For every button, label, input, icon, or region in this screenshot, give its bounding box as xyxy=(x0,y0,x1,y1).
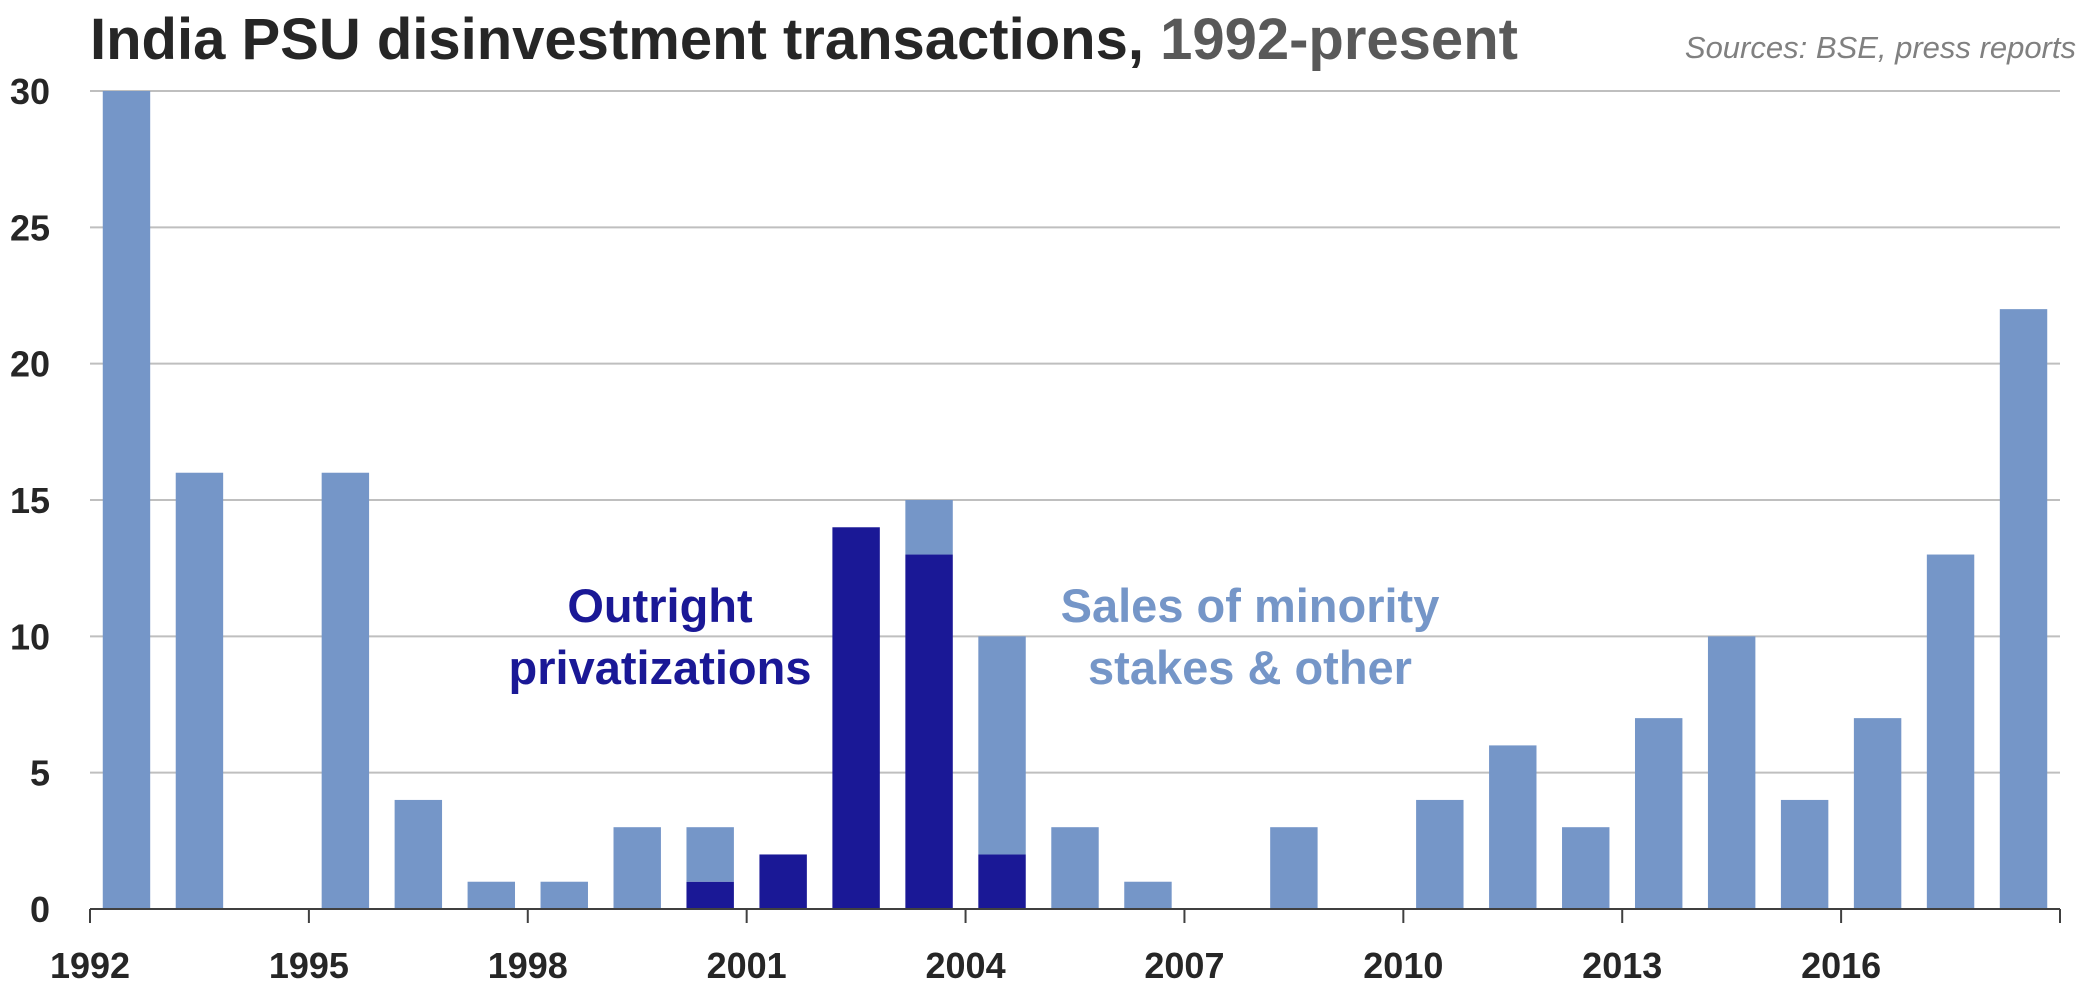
bar-minority-2017 xyxy=(1926,554,1975,909)
x-tick-label: 2010 xyxy=(1363,945,1443,986)
bar-minority-2004 xyxy=(978,636,1026,855)
y-tick-labels: 0 5 10 15 20 25 30 xyxy=(10,71,50,930)
bar-minority-2011 xyxy=(1489,745,1537,909)
y-tick-label: 15 xyxy=(10,480,50,521)
bar-minority-2016 xyxy=(1853,718,1902,909)
bars xyxy=(102,91,2048,910)
bar-minority-1996 xyxy=(394,799,443,909)
x-tick-label: 2013 xyxy=(1582,945,1662,986)
bar-minority-1997 xyxy=(467,881,516,909)
bar-minority-2005 xyxy=(1051,827,1099,909)
bar-minority-2006 xyxy=(1124,881,1172,909)
bar-minority-1993 xyxy=(175,472,224,909)
source-note: Sources: BSE, press reports xyxy=(1684,30,2076,65)
bar-privatization-2003 xyxy=(905,554,953,909)
annotation-privatizations: Outright privatizations xyxy=(480,575,840,699)
annotation-privatizations-line1: Outright xyxy=(567,579,753,632)
x-tick-label: 2001 xyxy=(707,945,787,986)
x-tick-label: 1998 xyxy=(488,945,568,986)
annotation-minority-line2: stakes & other xyxy=(1088,641,1412,694)
x-tick-label: 2016 xyxy=(1801,945,1881,986)
bar-privatization-2004 xyxy=(978,854,1026,909)
bar-minority-2012 xyxy=(1562,827,1610,909)
y-tick-label: 30 xyxy=(10,71,50,112)
bar-minority-2014 xyxy=(1707,636,1756,909)
y-tick-label: 5 xyxy=(30,753,50,794)
y-tick-label: 25 xyxy=(10,207,50,248)
chart-title-sub: 1992-present xyxy=(1160,7,1518,72)
bar-minority-2008 xyxy=(1270,827,1318,909)
x-tick-label: 2004 xyxy=(926,945,1006,986)
annotation-minority: Sales of minority stakes & other xyxy=(1030,575,1470,699)
bar-minority-1998 xyxy=(540,881,588,909)
bar-minority-2018 xyxy=(1999,309,2048,910)
annotation-minority-line1: Sales of minority xyxy=(1060,579,1440,632)
x-tick-label: 1995 xyxy=(269,945,349,986)
y-tick-label: 0 xyxy=(30,889,50,930)
x-tick-label: 2007 xyxy=(1144,945,1224,986)
bar-minority-2000 xyxy=(686,827,734,882)
bar-minority-2015 xyxy=(1780,799,1829,909)
bar-privatization-2002 xyxy=(832,527,880,909)
bar-minority-2003 xyxy=(905,500,953,555)
bar-minority-2013 xyxy=(1634,718,1683,909)
bar-minority-1995 xyxy=(321,472,370,909)
x-tick-labels: 1992 1995 1998 2001 2004 2007 2010 2013 2016 xyxy=(50,945,1881,986)
chart-title-main: India PSU disinvestment transactions, xyxy=(90,7,1144,72)
y-tick-label: 10 xyxy=(10,616,50,657)
annotation-privatizations-line2: privatizations xyxy=(508,641,812,694)
bar-minority-1992 xyxy=(102,91,151,909)
chart-title: India PSU disinvestment transactions, 19… xyxy=(90,6,1518,73)
bar-minority-2010 xyxy=(1416,799,1464,909)
bar-privatization-2001 xyxy=(759,854,807,909)
bar-privatization-2000 xyxy=(686,881,734,909)
y-tick-label: 20 xyxy=(10,344,50,385)
bar-minority-1999 xyxy=(613,827,661,909)
x-tick-label: 1992 xyxy=(50,945,130,986)
axes xyxy=(89,908,2061,923)
